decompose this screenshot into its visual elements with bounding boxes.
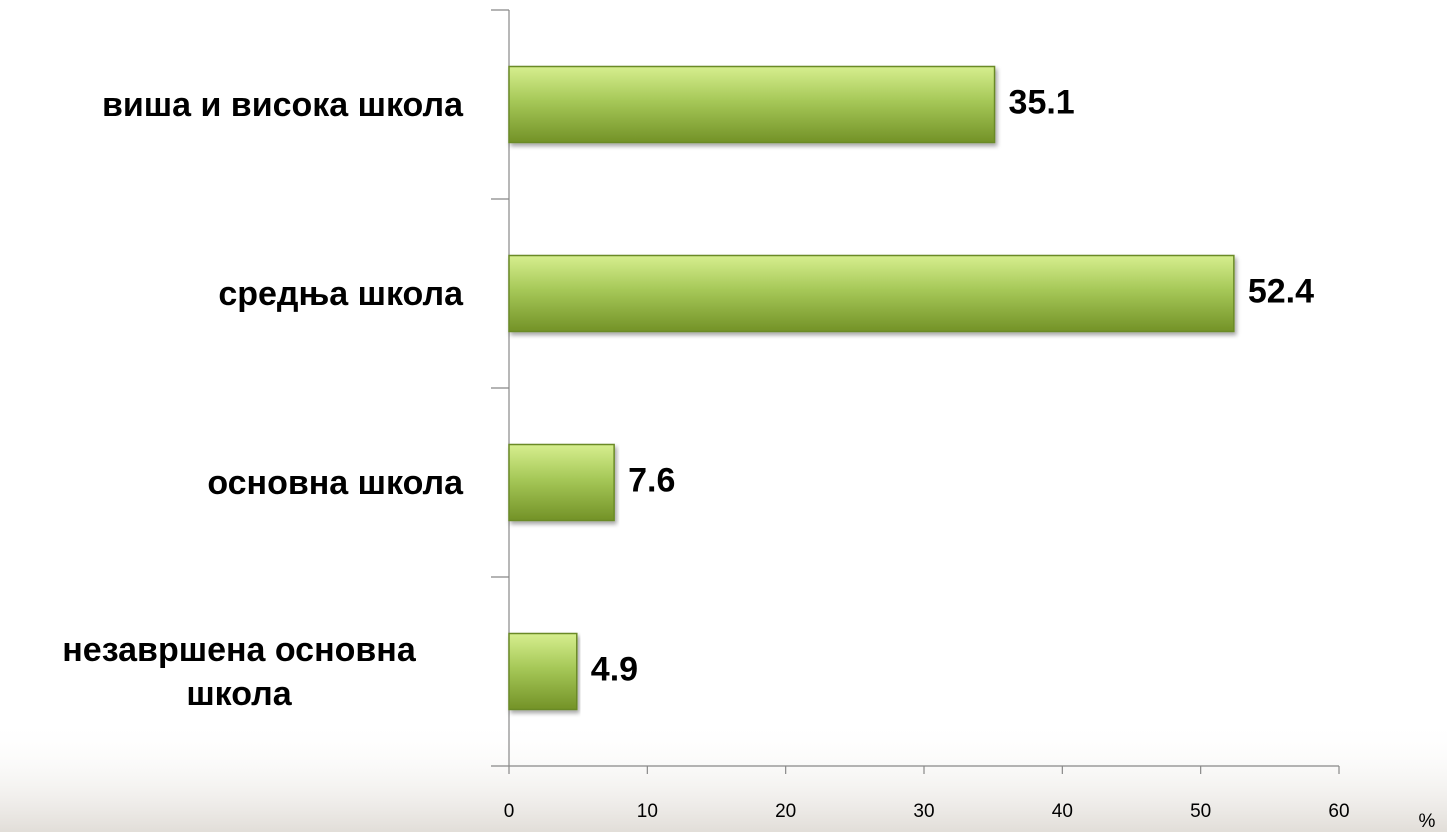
x-tick-label: 40 [1052,801,1073,822]
x-tick-label: 0 [504,801,515,822]
value-label: 35.1 [1009,83,1075,121]
x-tick-label: 10 [637,801,658,822]
value-label: 52.4 [1248,272,1314,310]
value-label: 4.9 [591,650,638,688]
x-tick-label: 60 [1328,801,1349,822]
bar [508,443,615,522]
bar [508,65,996,144]
x-tick-label: 20 [775,801,796,822]
background-photo [0,720,1447,832]
x-tick-label: 50 [1190,801,1211,822]
category-label: виша и висока школа [101,85,463,124]
x-axis-label: % [1419,811,1436,832]
bar [508,632,578,711]
bar [508,254,1235,333]
x-tick-label: 30 [913,801,934,822]
category-label: незавршена основна школа [62,630,416,713]
category-label: средња школа [218,274,463,313]
category-label: основна школа [207,463,463,502]
value-label: 7.6 [628,461,675,499]
